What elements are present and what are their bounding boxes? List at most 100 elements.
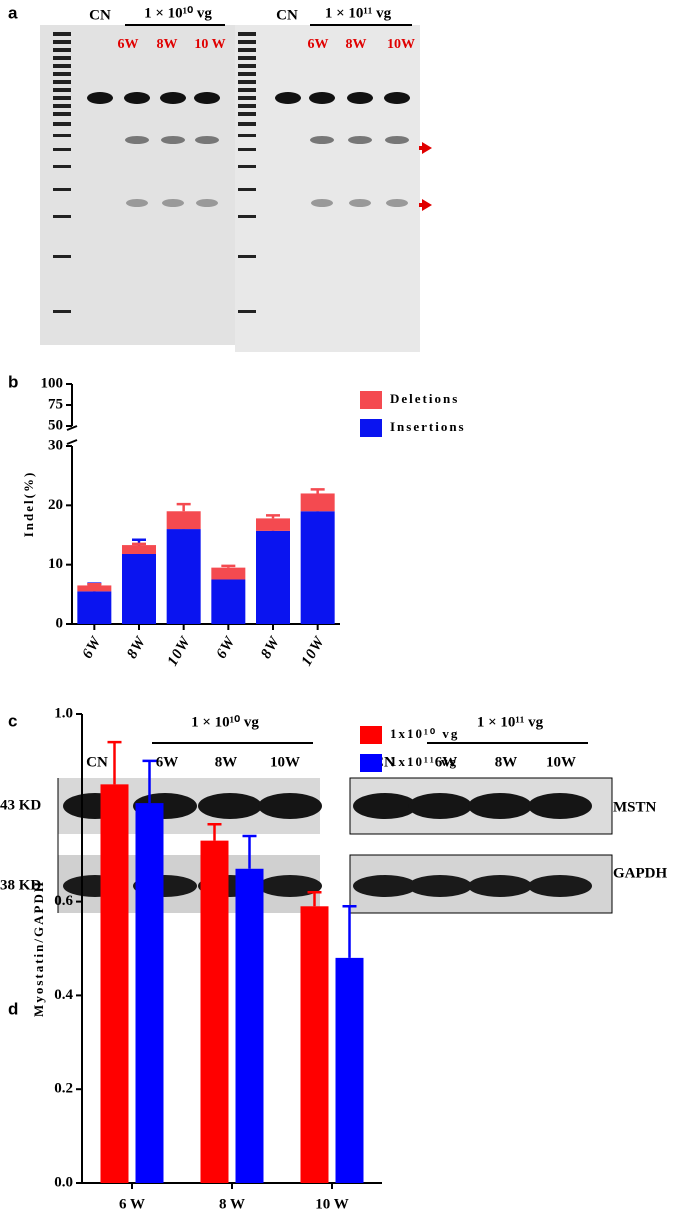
x-tick-label: 8W: [124, 633, 150, 661]
band: [310, 136, 334, 144]
y-tick-label: 0.2: [54, 1081, 73, 1097]
bar-segment: [211, 567, 246, 580]
ladder-band: [238, 72, 256, 76]
blot-band: [258, 793, 322, 819]
bar: [100, 784, 129, 1183]
ladder-band: [53, 48, 71, 52]
band: [347, 92, 373, 104]
ladder-band: [53, 64, 71, 68]
lane-label: 10W: [387, 37, 415, 52]
y-tick-label: 0.6: [54, 893, 73, 909]
bar: [300, 906, 329, 1183]
band: [124, 92, 150, 104]
y-tick-label: 1.0: [54, 705, 73, 721]
bar-segment: [300, 493, 335, 512]
ladder-band: [53, 88, 71, 92]
band: [196, 199, 218, 207]
error-bar: [342, 905, 357, 958]
x-tick-label: 10W: [299, 633, 329, 669]
dose-label: 1 × 10¹¹ vg: [325, 5, 392, 21]
bar: [200, 840, 229, 1183]
lane-label: 8W: [215, 754, 238, 770]
band: [126, 199, 148, 207]
ladder-band: [238, 165, 256, 168]
ladder-band: [53, 96, 71, 100]
band: [194, 92, 220, 104]
lane-label: 10W: [546, 754, 576, 770]
ladder-band: [53, 134, 71, 137]
arrow: [422, 142, 432, 211]
error-bar: [221, 564, 236, 568]
legend-swatch: [360, 754, 382, 772]
band: [311, 199, 333, 207]
ladder-band: [53, 80, 71, 84]
band: [384, 92, 410, 104]
ladder-band: [238, 32, 256, 36]
arrow: [419, 146, 427, 207]
error-bar: [207, 822, 222, 841]
ladder-band: [238, 88, 256, 92]
y-tick-label: 20: [48, 497, 63, 513]
blot-band: [528, 875, 592, 897]
error-bar: [266, 514, 280, 519]
error-bar: [142, 759, 157, 804]
panel-label: a: [8, 3, 18, 22]
ladder-band: [53, 32, 71, 36]
y-tick-label: 0.0: [54, 1174, 73, 1190]
ladder-band: [238, 148, 256, 151]
ladder-band: [53, 40, 71, 44]
ladder-band: [238, 255, 256, 258]
y-tick-label: 0.4: [54, 987, 73, 1003]
legend-swatch: [360, 419, 382, 437]
size-label: 38 KD: [0, 877, 41, 893]
y-tick-label: 10: [48, 556, 63, 572]
blot-band: [408, 793, 472, 819]
band: [385, 136, 409, 144]
bar: [335, 957, 364, 1183]
ladder-band: [238, 188, 256, 191]
lane-label: 6W: [308, 37, 329, 52]
error-bar: [242, 834, 257, 869]
x-tick-label: 6 W: [119, 1196, 145, 1212]
ladder-band: [238, 310, 256, 313]
ladder-band: [238, 96, 256, 100]
band: [87, 92, 113, 104]
band: [160, 92, 186, 104]
y-tick-label: 30: [48, 437, 63, 453]
protein-label: GAPDH: [613, 865, 667, 881]
bar-segment: [77, 585, 112, 592]
protein-label: MSTN: [613, 799, 657, 815]
lane-label: 6W: [118, 37, 139, 52]
western-blot: [57, 777, 613, 914]
blot-band: [468, 793, 532, 819]
band: [275, 92, 301, 104]
ladder-band: [238, 134, 256, 137]
lane-label: 8W: [157, 37, 178, 52]
band: [125, 136, 149, 144]
y-tick-label: 75: [48, 396, 63, 412]
lane-label: CN: [89, 7, 111, 23]
lane-label: 10W: [270, 754, 300, 770]
band: [162, 199, 184, 207]
blot-band: [198, 793, 262, 819]
ladder-band: [53, 310, 71, 313]
bar-segment: [122, 545, 156, 554]
band: [386, 199, 408, 207]
gel-image: [40, 25, 420, 352]
x-tick-label: 10 W: [315, 1196, 348, 1212]
band: [349, 199, 371, 207]
legend-label: 1x10¹¹ vg: [390, 754, 458, 769]
error-bar: [107, 740, 122, 785]
band: [195, 136, 219, 144]
error-bar: [310, 488, 325, 494]
lane-label: 10 W: [194, 37, 225, 52]
bar: [235, 868, 264, 1183]
bar-segment: [211, 579, 246, 624]
y-axis-label: Indel(%): [21, 471, 36, 538]
blot-band: [258, 875, 322, 897]
ladder-band: [238, 48, 256, 52]
ladder-band: [53, 72, 71, 76]
blot-band: [468, 875, 532, 897]
ladder-band: [53, 255, 71, 258]
